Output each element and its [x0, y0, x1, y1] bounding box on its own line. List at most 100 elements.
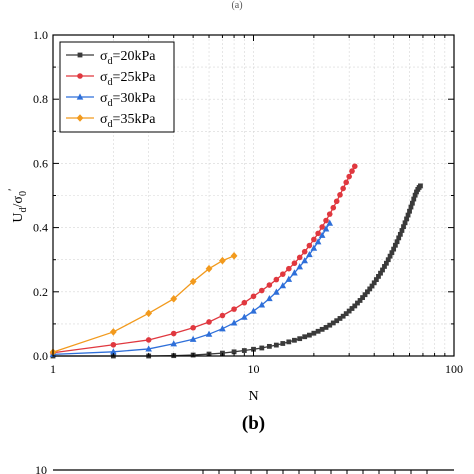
data-point	[285, 275, 293, 282]
data-point	[266, 343, 272, 349]
data-point	[241, 313, 248, 320]
data-point	[315, 328, 321, 334]
data-point	[333, 198, 340, 205]
data-point	[319, 326, 325, 332]
x-tick-label: 10	[248, 362, 260, 376]
data-point	[306, 332, 312, 338]
data-point	[286, 265, 292, 272]
data-point	[396, 235, 402, 241]
data-point	[219, 325, 226, 332]
data-point	[266, 294, 273, 302]
legend-marker	[77, 73, 83, 79]
data-point	[327, 322, 333, 328]
data-point	[250, 307, 257, 314]
grid-lines	[53, 34, 454, 356]
data-point	[189, 335, 197, 342]
data-point	[170, 340, 178, 347]
data-point	[306, 242, 313, 249]
data-point	[230, 252, 238, 260]
data-point	[376, 273, 381, 279]
data-point	[355, 300, 360, 306]
data-point	[412, 192, 418, 198]
data-point	[318, 231, 326, 238]
data-point	[383, 260, 389, 266]
data-point	[291, 269, 298, 276]
legend-label: σd=25kPa	[100, 70, 156, 88]
data-point	[259, 345, 265, 351]
plot-series	[49, 163, 423, 359]
data-point	[340, 313, 346, 319]
series-line	[52, 222, 331, 356]
data-point	[219, 312, 226, 319]
data-point	[292, 337, 297, 343]
x-tick-label: 1	[50, 362, 56, 376]
series-line	[53, 185, 421, 357]
legend-label: σd=20kPa	[100, 49, 156, 67]
data-point	[279, 271, 286, 277]
data-point	[302, 334, 308, 340]
y-tick-label: 0.0	[33, 349, 48, 363]
data-point	[404, 216, 409, 222]
data-point	[382, 264, 387, 269]
data-point	[414, 189, 419, 195]
data-point	[301, 257, 308, 264]
data-point	[380, 267, 385, 273]
data-point	[279, 282, 287, 289]
data-point	[306, 250, 313, 258]
data-point	[145, 337, 152, 343]
data-point	[418, 183, 423, 189]
data-point	[273, 288, 280, 295]
data-point	[408, 204, 414, 210]
data-point	[291, 260, 298, 267]
data-point	[311, 236, 317, 243]
data-point	[349, 306, 355, 311]
legend-label: σd=35kPa	[100, 112, 156, 130]
data-point	[258, 301, 266, 308]
data-point	[189, 277, 197, 286]
data-point	[326, 211, 333, 217]
panel-a-stub: (a)	[231, 0, 242, 11]
data-point	[391, 246, 397, 252]
data-point	[310, 244, 318, 251]
data-point	[343, 311, 349, 317]
data-point	[401, 224, 406, 230]
data-point	[392, 242, 398, 248]
series-3	[49, 219, 334, 357]
data-point	[323, 325, 329, 330]
data-point	[301, 248, 308, 255]
legend-marker	[77, 52, 83, 58]
data-point	[190, 324, 196, 331]
y-tick-label: 0.2	[33, 285, 48, 299]
data-point	[273, 342, 279, 348]
data-point	[326, 219, 334, 226]
series-2	[50, 163, 358, 356]
data-point	[369, 283, 375, 289]
data-point	[273, 276, 280, 283]
axis-ticks: 1 10 100 0.0 0.2 0.4 0.6 0.8 1.0	[33, 28, 463, 376]
data-point	[337, 316, 343, 321]
legend-label: σd=30kPa	[100, 91, 156, 109]
data-point	[394, 239, 400, 245]
data-point	[409, 200, 415, 206]
data-point	[389, 250, 395, 256]
data-point	[280, 341, 286, 346]
data-point	[340, 185, 346, 192]
data-point	[323, 217, 329, 224]
y-tick-label: 0.8	[33, 92, 48, 106]
data-point	[387, 253, 393, 259]
data-point	[297, 336, 303, 342]
data-point	[360, 295, 365, 300]
data-point	[110, 341, 117, 348]
y-tick-label: 1.0	[33, 28, 48, 42]
data-point	[286, 339, 292, 345]
data-point	[346, 308, 352, 314]
data-point	[110, 348, 117, 355]
next-panel-stub: 10	[35, 463, 454, 474]
data-point	[367, 286, 373, 292]
data-point	[258, 287, 265, 294]
data-point	[330, 320, 336, 326]
data-point	[330, 204, 337, 211]
data-point	[250, 293, 257, 300]
data-point	[315, 230, 321, 237]
data-point	[365, 289, 370, 295]
